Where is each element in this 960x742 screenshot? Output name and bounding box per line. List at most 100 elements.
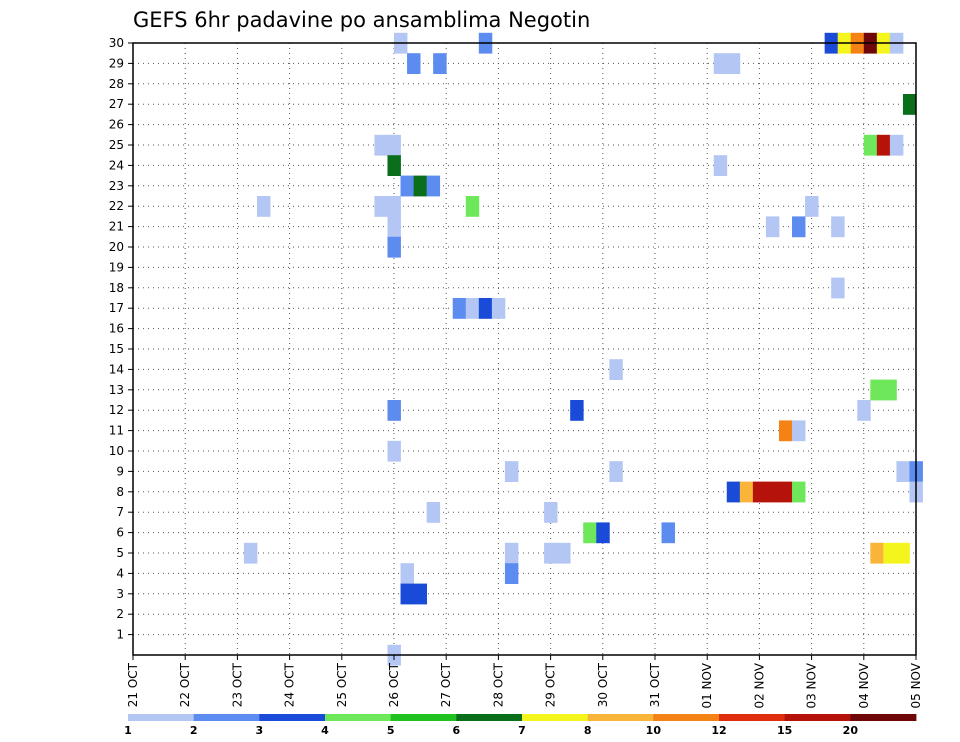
- y-tick-label: 14: [109, 362, 124, 376]
- legend-swatch: [456, 714, 523, 721]
- precip-cell: [713, 53, 728, 74]
- legend-label: 6: [453, 724, 461, 737]
- precip-cell: [661, 522, 675, 544]
- y-tick-label: 16: [109, 322, 124, 336]
- precip-cell: [778, 481, 793, 503]
- y-tick-label: 25: [109, 138, 124, 152]
- precip-cell: [883, 379, 897, 401]
- legend-label: 20: [843, 724, 859, 737]
- x-tick-label: 26 OCT: [387, 662, 401, 707]
- precip-cell: [478, 298, 493, 319]
- precip-cell: [504, 563, 519, 584]
- precip-cell: [400, 583, 414, 605]
- precip-cell: [831, 216, 845, 238]
- precip-cell: [387, 440, 401, 462]
- precip-cell: [387, 236, 401, 258]
- legend-swatch: [653, 714, 720, 721]
- y-tick-label: 13: [109, 383, 124, 397]
- y-tick-label: 7: [116, 505, 124, 519]
- y-axis: 1234567891011121314151617181920212223242…: [109, 36, 133, 642]
- legend-label: 2: [190, 724, 198, 737]
- y-tick-label: 10: [109, 444, 124, 458]
- y-tick-label: 26: [109, 118, 124, 132]
- x-tick-label: 01 NOV: [700, 662, 714, 708]
- x-tick-label: 28 OCT: [491, 662, 505, 707]
- precip-cell: [374, 196, 388, 217]
- x-tick-label: 29 OCT: [544, 662, 558, 707]
- legend-swatch: [587, 714, 654, 721]
- precip-cell: [465, 298, 480, 319]
- precip-cell: [889, 134, 904, 156]
- y-tick-label: 28: [109, 77, 124, 91]
- x-tick-label: 31 OCT: [648, 662, 662, 707]
- legend-swatch: [128, 714, 195, 721]
- y-tick-label: 21: [109, 220, 124, 234]
- precip-cell: [570, 400, 584, 421]
- y-tick-label: 20: [109, 240, 124, 254]
- y-tick-label: 29: [109, 56, 124, 70]
- precip-cell: [883, 542, 897, 564]
- precip-cell: [504, 542, 519, 564]
- x-tick-label: 21 OCT: [126, 662, 140, 707]
- precip-cell: [805, 196, 819, 217]
- precip-cell: [557, 542, 571, 564]
- precip-cell: [863, 134, 878, 156]
- precip-cell: [896, 461, 910, 482]
- precip-cell: [413, 175, 428, 197]
- precip-cell: [544, 502, 558, 523]
- precip-cell: [256, 196, 271, 217]
- legend-swatch: [259, 714, 326, 721]
- x-tick-label: 05 NOV: [909, 662, 923, 708]
- precip-cell: [452, 298, 467, 319]
- y-tick-label: 27: [109, 97, 124, 111]
- y-tick-label: 15: [109, 342, 124, 356]
- precip-cell: [857, 400, 871, 421]
- legend-label: 12: [711, 724, 726, 737]
- x-tick-label: 30 OCT: [596, 662, 610, 707]
- color-legend: 1 2 3 4 5 6 7 8 10 12 15 20: [124, 714, 917, 737]
- chart-title: GEFS 6hr padavine po ansamblima Negotin: [133, 8, 590, 32]
- legend-label: 8: [584, 724, 592, 737]
- precip-cell: [876, 134, 891, 156]
- legend-swatch: [522, 714, 589, 721]
- x-tick-label: 24 OCT: [283, 662, 297, 707]
- precip-cell: [870, 542, 884, 564]
- x-tick-label: 02 NOV: [752, 662, 766, 708]
- y-tick-label: 3: [116, 587, 124, 601]
- precip-cell: [426, 502, 441, 523]
- y-tick-label: 23: [109, 179, 124, 193]
- precip-cell: [765, 216, 780, 238]
- legend-swatch: [390, 714, 457, 721]
- x-tick-label: 25 OCT: [335, 662, 349, 707]
- legend-label: 7: [518, 724, 526, 737]
- x-tick-label: 22 OCT: [178, 662, 192, 707]
- precip-cell: [374, 134, 388, 156]
- legend-label: 1: [124, 724, 132, 737]
- legend-swatch: [850, 714, 917, 721]
- legend-swatch: [784, 714, 851, 721]
- legend-label: 3: [256, 724, 264, 737]
- precip-cell: [504, 461, 519, 482]
- precip-cell: [413, 583, 428, 605]
- precip-cell: [544, 542, 558, 564]
- precip-cell: [739, 481, 754, 503]
- y-tick-label: 5: [116, 546, 124, 560]
- precip-cell: [792, 216, 806, 238]
- legend-swatch: [325, 714, 392, 721]
- legend-label: 15: [777, 724, 792, 737]
- precip-cell: [596, 522, 610, 544]
- precip-cell: [387, 216, 401, 238]
- precip-cell: [778, 420, 793, 442]
- precip-cell: [400, 563, 414, 584]
- precip-cell: [870, 379, 884, 401]
- precip-cell: [713, 155, 728, 176]
- y-tick-label: 9: [116, 464, 124, 478]
- y-tick-label: 24: [109, 158, 124, 172]
- legend-swatch: [193, 714, 260, 721]
- precip-cell: [387, 155, 401, 176]
- precip-cell: [609, 359, 623, 380]
- y-tick-label: 18: [109, 281, 124, 295]
- y-tick-label: 22: [109, 199, 124, 213]
- precip-cell: [400, 175, 414, 197]
